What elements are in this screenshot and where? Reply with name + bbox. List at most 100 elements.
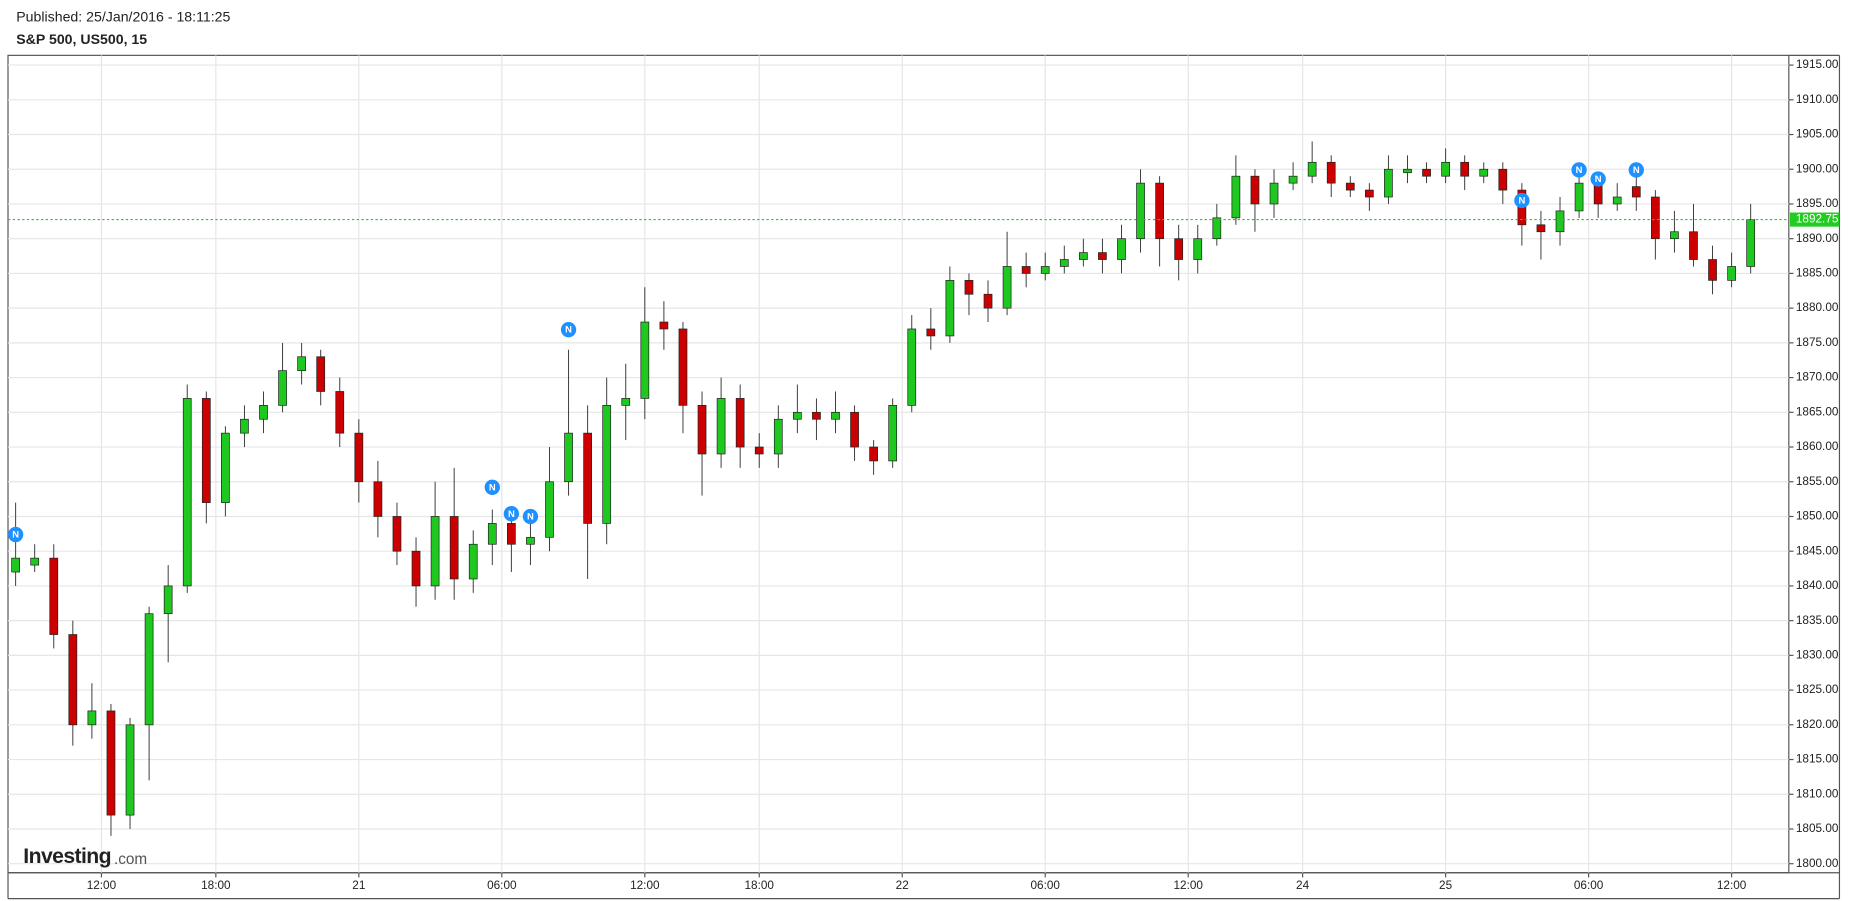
candle-body: [1555, 210, 1565, 233]
y-tick-label: 1865.00: [1796, 405, 1839, 418]
candle-body: [1136, 182, 1145, 240]
news-marker-label: N: [527, 511, 534, 522]
candle-body: [1670, 231, 1679, 240]
candle-body: [507, 523, 516, 545]
candle-body: [1746, 219, 1756, 267]
candle-body: [1307, 161, 1317, 177]
candle-body: [1231, 175, 1241, 219]
candle-body: [1422, 168, 1431, 177]
candle-body: [793, 411, 802, 420]
candle-body: [487, 523, 497, 545]
candle-body: [1098, 252, 1107, 260]
x-tick-label: 12:00: [87, 879, 117, 892]
candle-body: [583, 432, 592, 524]
news-marker: [7, 526, 24, 543]
x-tick-label: 06:00: [487, 879, 517, 892]
candle-body: [1288, 175, 1298, 184]
candle-body: [564, 432, 573, 483]
y-tick-label: 1850.00: [1796, 510, 1839, 523]
news-marker-label: N: [1518, 195, 1525, 206]
news-marker: [1571, 162, 1587, 178]
candle-body: [1689, 231, 1698, 260]
candle-body: [1460, 161, 1470, 177]
candle-body: [1059, 259, 1069, 267]
candle-body: [678, 328, 688, 406]
candle-body: [201, 398, 211, 503]
candle-body: [1326, 161, 1336, 184]
candle-body: [964, 280, 974, 295]
candle-body: [1384, 168, 1393, 198]
candle-body: [1536, 224, 1546, 233]
candle-body: [392, 516, 402, 552]
candle-body: [1174, 238, 1184, 260]
news-marker: [484, 479, 500, 495]
candle-body: [1193, 238, 1203, 260]
candle-body: [812, 411, 821, 420]
candle-body: [926, 328, 936, 337]
y-tick-label: 1855.00: [1796, 475, 1839, 488]
candle-body: [1574, 182, 1584, 212]
candle-body: [468, 543, 478, 580]
y-tick-label: 1830.00: [1796, 648, 1839, 661]
last-price-label: 1892.75: [1796, 213, 1839, 226]
candle-body: [1403, 168, 1412, 174]
candle-body: [68, 634, 78, 726]
candle-body: [240, 418, 249, 434]
y-tick-label: 1815.00: [1796, 753, 1839, 766]
candle-body: [1021, 266, 1031, 274]
candle-body: [1650, 196, 1660, 240]
y-tick-label: 1885.00: [1796, 267, 1839, 280]
candle-body: [1117, 238, 1126, 260]
candle-body: [449, 516, 459, 580]
news-marker: [1628, 162, 1644, 178]
candle-body: [697, 405, 707, 455]
candle-body: [1040, 266, 1050, 274]
y-tick-label: 1895.00: [1796, 197, 1839, 210]
candle-body: [182, 398, 192, 587]
x-tick-label: 21: [352, 879, 365, 892]
y-tick-label: 1835.00: [1796, 614, 1839, 627]
y-tick-label: 1805.00: [1796, 822, 1839, 835]
y-tick-label: 1910.00: [1796, 93, 1839, 106]
news-marker: [503, 506, 520, 522]
candle-body: [1708, 259, 1717, 281]
candle-body: [49, 557, 59, 635]
y-tick-label: 1845.00: [1796, 544, 1839, 557]
plot-area: [7, 54, 1790, 874]
candle-body: [30, 557, 40, 566]
candle-body: [1345, 182, 1355, 191]
news-marker: [1514, 192, 1530, 209]
candle-body: [373, 481, 383, 517]
candle-body: [430, 516, 440, 587]
candle-body: [888, 405, 898, 462]
y-tick-label: 1905.00: [1796, 128, 1839, 141]
candle-body: [278, 370, 287, 406]
news-marker-label: N: [508, 508, 515, 519]
x-tick-label: 18:00: [745, 879, 775, 892]
y-tick-label: 1870.00: [1796, 371, 1839, 384]
candle-body: [831, 411, 840, 420]
candle-body: [106, 710, 116, 816]
candle-body: [411, 550, 421, 587]
candle-body: [659, 321, 669, 330]
candle-body: [144, 613, 154, 726]
candle-body: [87, 710, 97, 726]
candle-body: [945, 280, 955, 337]
candle-body: [1498, 168, 1508, 191]
candle-body: [1631, 186, 1641, 198]
candle-body: [1612, 196, 1622, 205]
candle-body: [1155, 182, 1164, 240]
candle-body: [1078, 252, 1088, 260]
candle-body: [907, 328, 917, 406]
news-marker: [560, 322, 577, 338]
candle-body: [125, 724, 135, 816]
y-tick-label: 1900.00: [1796, 162, 1839, 175]
y-tick-label: 1890.00: [1796, 232, 1839, 245]
candle-body: [983, 293, 993, 309]
x-tick-label: 12:00: [1173, 879, 1203, 892]
last-price-box: [1789, 212, 1840, 227]
candle-body: [259, 405, 268, 420]
x-tick-label: 12:00: [630, 879, 660, 892]
x-tick-label: 12:00: [1717, 879, 1747, 892]
candle-body: [621, 398, 631, 406]
